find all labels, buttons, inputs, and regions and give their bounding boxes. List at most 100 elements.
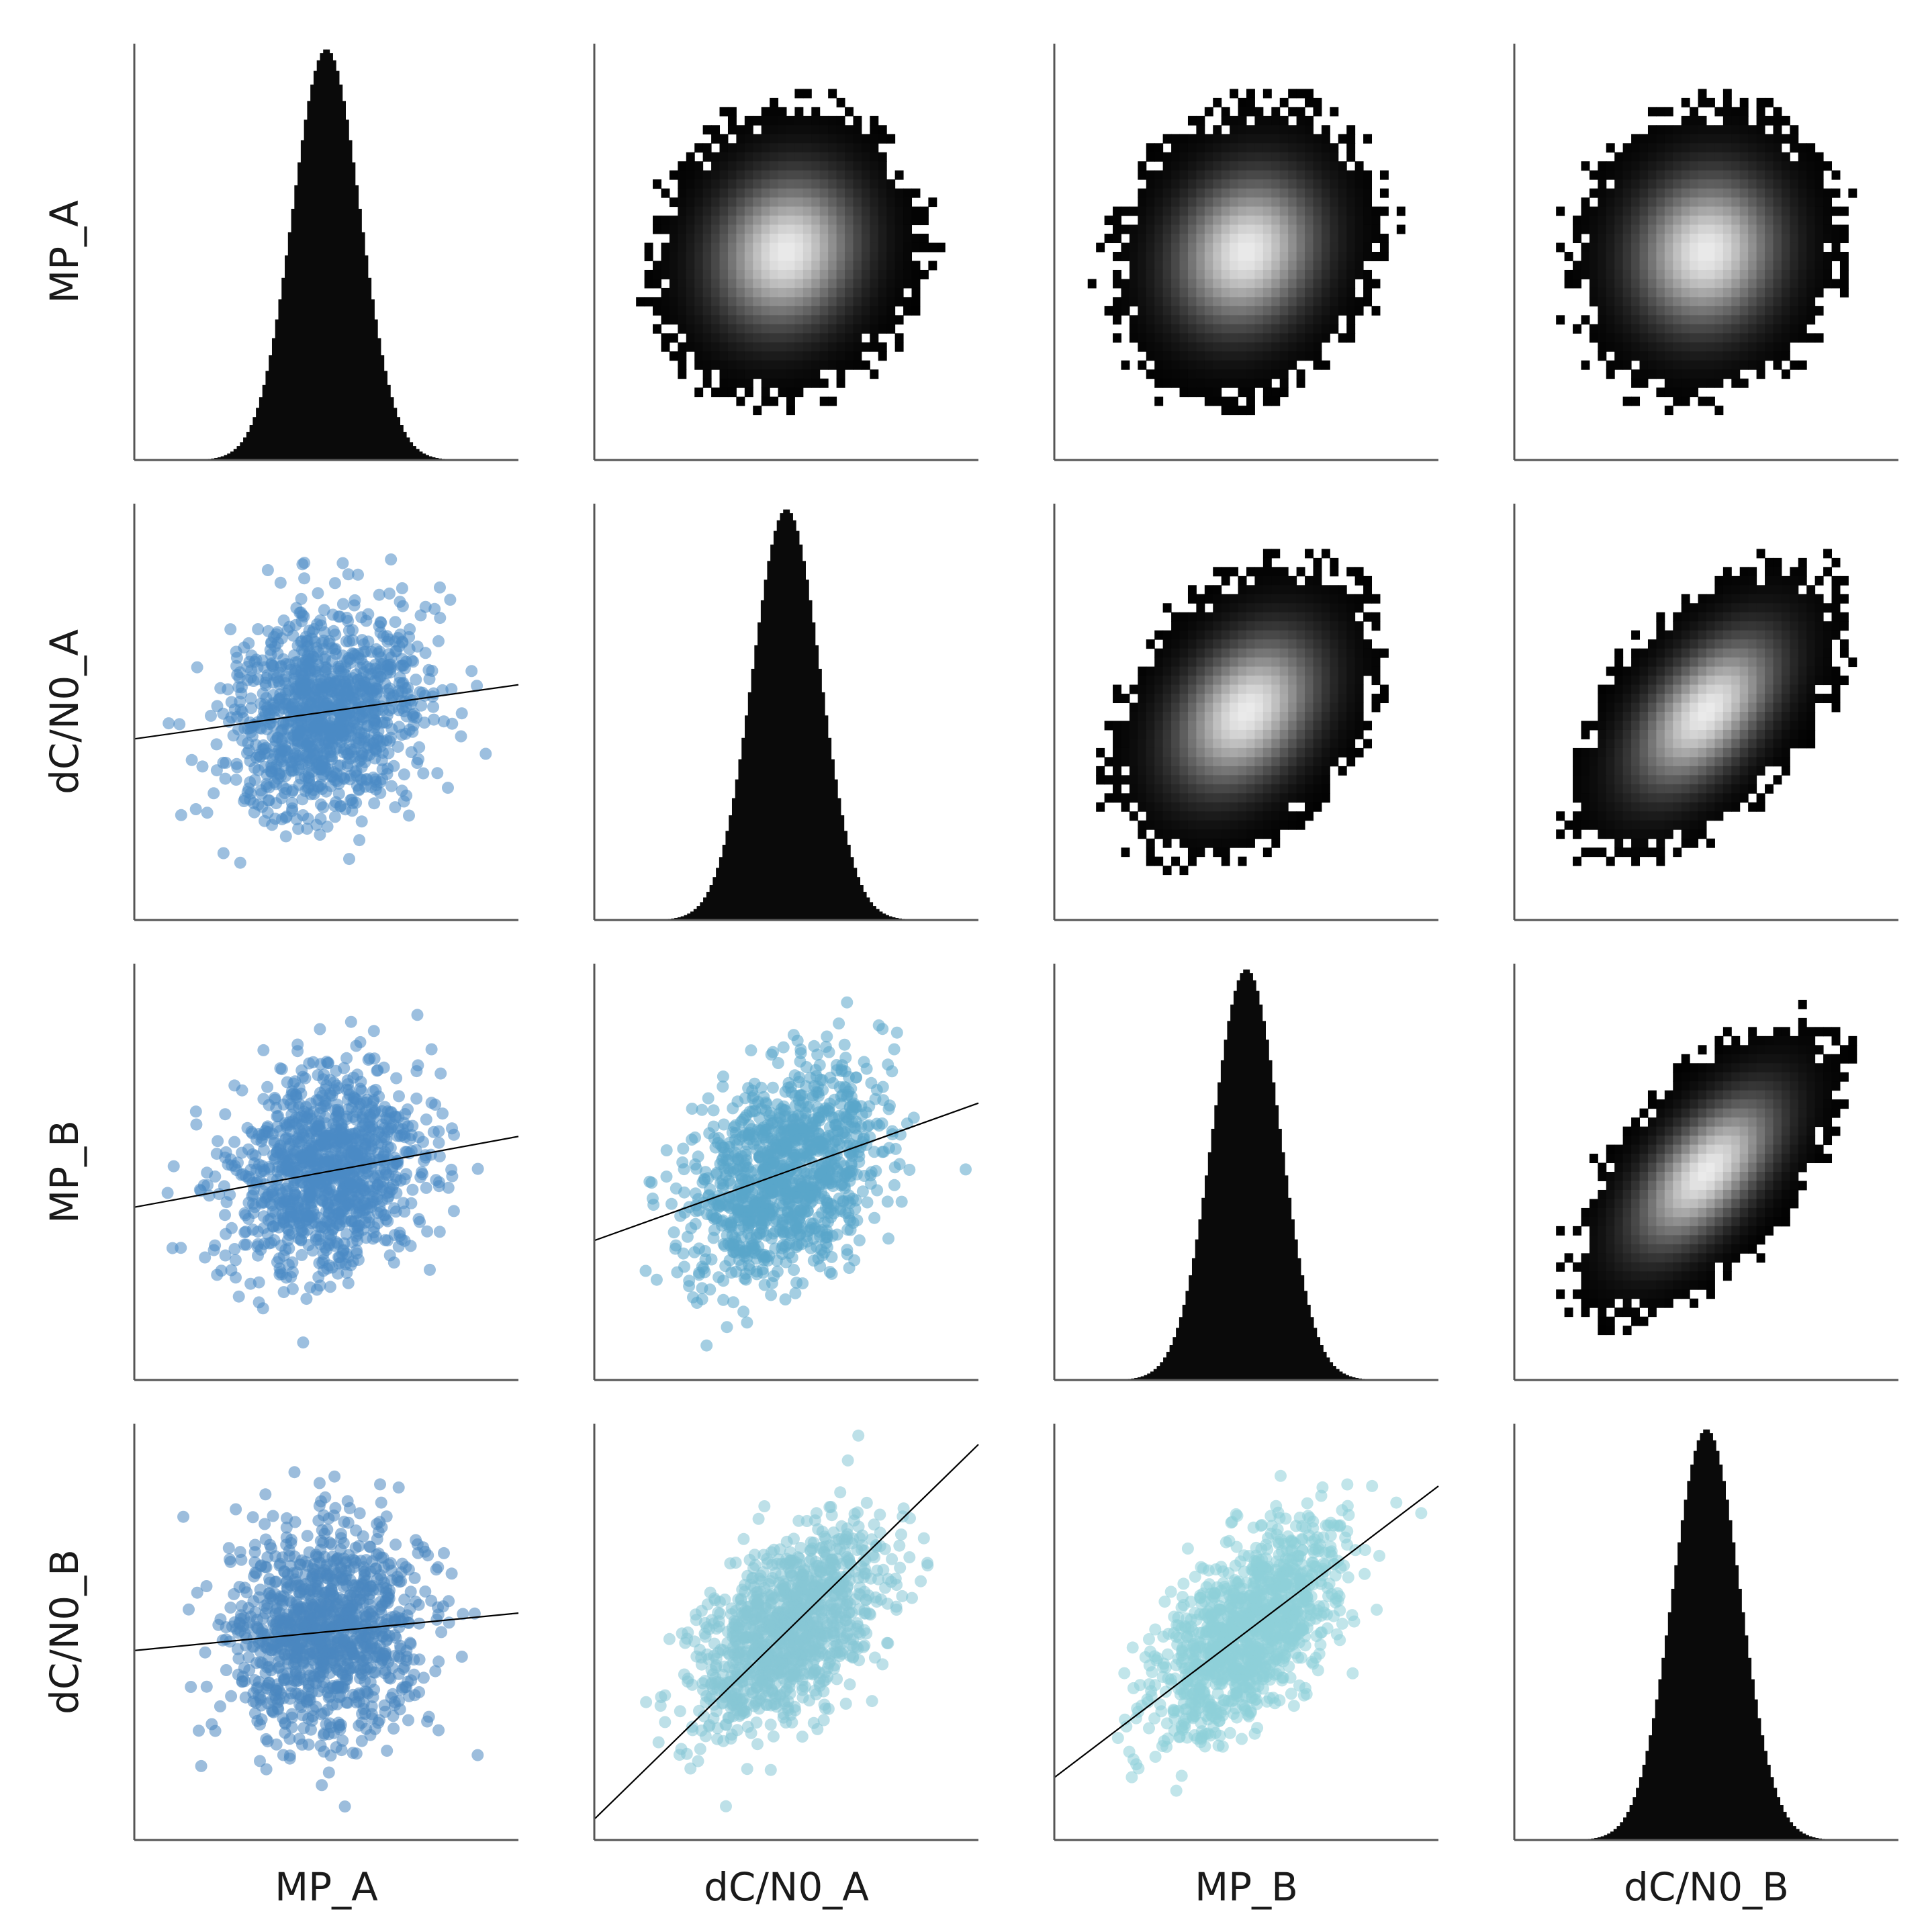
density-cell xyxy=(794,170,804,180)
density-cell xyxy=(1673,179,1682,189)
density-cell xyxy=(1254,802,1264,812)
density-cell xyxy=(1346,143,1356,153)
density-cell xyxy=(1798,712,1807,721)
density-cell xyxy=(1731,594,1741,604)
density-cell xyxy=(870,261,879,271)
density-cell xyxy=(1262,125,1272,135)
density-cell xyxy=(1330,306,1339,316)
density-cell xyxy=(1790,324,1799,334)
density-cell xyxy=(1162,242,1172,252)
density-cell xyxy=(1664,333,1673,343)
density-cell xyxy=(911,287,921,297)
histogram-bar xyxy=(390,397,394,460)
scatter-point xyxy=(236,734,248,747)
density-cell xyxy=(1254,766,1264,776)
density-cell xyxy=(1288,747,1297,757)
density-cell xyxy=(1614,279,1624,289)
density-cell xyxy=(1305,116,1314,126)
density-cell xyxy=(1681,252,1690,261)
density-cell xyxy=(753,143,762,153)
density-cell xyxy=(1246,829,1255,839)
histogram-bar xyxy=(888,916,892,920)
density-cell xyxy=(736,152,745,162)
histogram-bar xyxy=(885,915,889,920)
density-cell xyxy=(1154,747,1164,757)
density-cell xyxy=(1379,252,1389,261)
density-cell xyxy=(861,134,870,144)
density-cell xyxy=(1213,387,1222,398)
density-cell xyxy=(853,179,862,189)
density-cell xyxy=(1221,621,1230,631)
density-cell xyxy=(694,279,704,289)
density-cell xyxy=(1806,712,1816,721)
density-cell xyxy=(753,342,762,352)
density-cell xyxy=(1154,676,1164,686)
density-cell xyxy=(744,143,753,153)
density-cell xyxy=(786,161,795,171)
density-cell xyxy=(1221,261,1230,271)
density-cell xyxy=(1171,252,1181,261)
density-cell xyxy=(1765,197,1774,208)
density-cell xyxy=(1798,630,1807,640)
density-cell xyxy=(1839,279,1849,289)
density-cell xyxy=(770,242,779,252)
density-cell xyxy=(828,351,837,361)
density-cell xyxy=(894,287,904,297)
density-cell xyxy=(1279,143,1289,153)
density-cell xyxy=(1814,630,1824,640)
density-cell xyxy=(736,279,745,289)
density-cell xyxy=(1138,161,1147,171)
density-cell xyxy=(1271,261,1281,271)
density-cell xyxy=(1146,188,1155,198)
histogram-bar xyxy=(696,906,700,920)
scatter-point xyxy=(314,798,327,811)
density-cell xyxy=(845,179,854,189)
density-cell xyxy=(1346,170,1356,180)
density-cell xyxy=(1354,567,1364,577)
density-cell xyxy=(845,261,854,271)
density-cell xyxy=(1714,360,1724,370)
density-cell xyxy=(1664,712,1673,721)
density-cell xyxy=(1154,739,1164,749)
density-cell xyxy=(1756,287,1765,297)
density-cell xyxy=(1346,621,1356,631)
density-cell xyxy=(1773,206,1782,216)
density-cell xyxy=(711,297,721,307)
density-cell xyxy=(786,216,795,226)
density-cell xyxy=(678,179,687,189)
density-cell xyxy=(1154,242,1164,252)
scatter-point xyxy=(244,692,257,705)
density-cell xyxy=(1338,648,1347,658)
density-cell xyxy=(1171,306,1181,316)
density-cell xyxy=(1681,216,1690,226)
density-cell xyxy=(686,279,695,289)
density-cell xyxy=(1171,369,1181,379)
density-cell xyxy=(1196,739,1205,749)
density-cell xyxy=(1806,234,1816,244)
density-cell xyxy=(1262,261,1272,271)
density-cell xyxy=(1138,252,1147,261)
scatter-point xyxy=(285,663,297,676)
density-cell xyxy=(1254,612,1264,622)
density-cell xyxy=(1647,216,1657,226)
density-cell xyxy=(1254,757,1264,767)
density-cell xyxy=(853,170,862,180)
density-cell xyxy=(836,306,845,316)
density-cell xyxy=(1647,739,1657,749)
histogram-bar xyxy=(326,49,330,461)
density-cell xyxy=(1773,224,1782,234)
density-cell xyxy=(1296,269,1305,279)
density-cell xyxy=(1246,342,1255,352)
density-cell xyxy=(794,387,804,398)
density-cell xyxy=(1238,739,1247,749)
density-cell xyxy=(1690,342,1699,352)
scatter-point xyxy=(374,786,387,799)
density-cell xyxy=(1179,216,1189,226)
density-cell xyxy=(1698,125,1707,135)
density-cell xyxy=(1187,216,1197,226)
density-cell xyxy=(702,324,712,334)
density-cell xyxy=(1246,287,1255,297)
density-cell xyxy=(1296,747,1305,757)
density-cell xyxy=(1196,747,1205,757)
density-cell xyxy=(1622,224,1632,234)
